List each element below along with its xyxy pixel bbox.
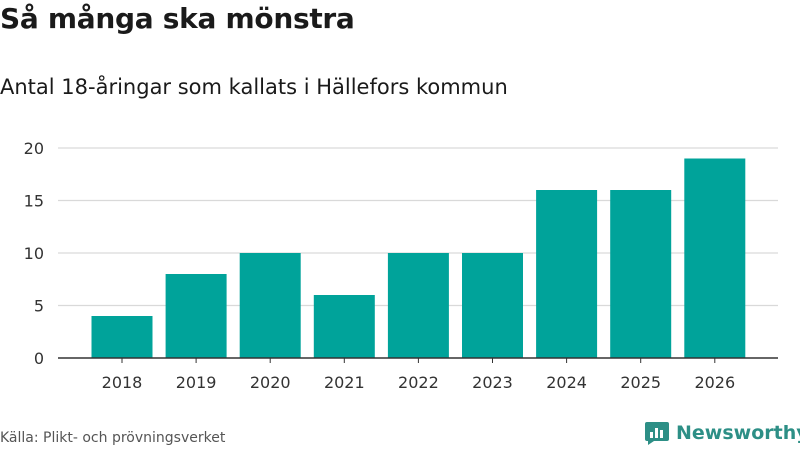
x-tick-label: 2018 (102, 373, 143, 392)
x-tick-label: 2019 (176, 373, 217, 392)
bar-2022 (387, 253, 449, 358)
bar-2024 (536, 190, 598, 358)
bar-2025 (610, 190, 672, 358)
x-tick-label: 2025 (620, 373, 661, 392)
x-tick-label: 2026 (694, 373, 735, 392)
bar-2026 (684, 158, 746, 358)
y-tick-label: 0 (34, 349, 44, 368)
bar-2021 (313, 295, 375, 358)
x-tick-label: 2021 (324, 373, 365, 392)
y-tick-label: 15 (24, 192, 44, 211)
chart-subtitle: Antal 18-åringar som kallats i Hällefors… (0, 75, 508, 99)
bar-2023 (462, 253, 523, 358)
y-tick-label: 10 (24, 244, 44, 263)
bar-2020 (239, 253, 301, 358)
bar-2019 (165, 274, 227, 358)
x-tick-label: 2022 (398, 373, 439, 392)
x-tick-labels: 2018 2019 2020 2021 2022 2023 2024 2025 2026 (102, 373, 736, 392)
x-tick-label: 2023 (472, 373, 513, 392)
y-tick-labels: 0 5 10 15 20 (24, 139, 44, 368)
chart-title: Så många ska mönstra (0, 2, 355, 35)
brand-logo: Newsworthy (644, 420, 800, 446)
source-note: Källa: Plikt- och prövningsverket (0, 430, 226, 446)
y-tick-label: 5 (34, 297, 44, 316)
bar-2018 (91, 316, 153, 358)
x-tick-label: 2020 (250, 373, 291, 392)
brand-name: Newsworthy (676, 422, 800, 444)
x-tick-label: 2024 (546, 373, 587, 392)
y-tick-label: 20 (24, 139, 44, 158)
bars (91, 158, 746, 358)
x-axis (58, 357, 778, 363)
bar-chart-logo-icon (645, 422, 669, 445)
